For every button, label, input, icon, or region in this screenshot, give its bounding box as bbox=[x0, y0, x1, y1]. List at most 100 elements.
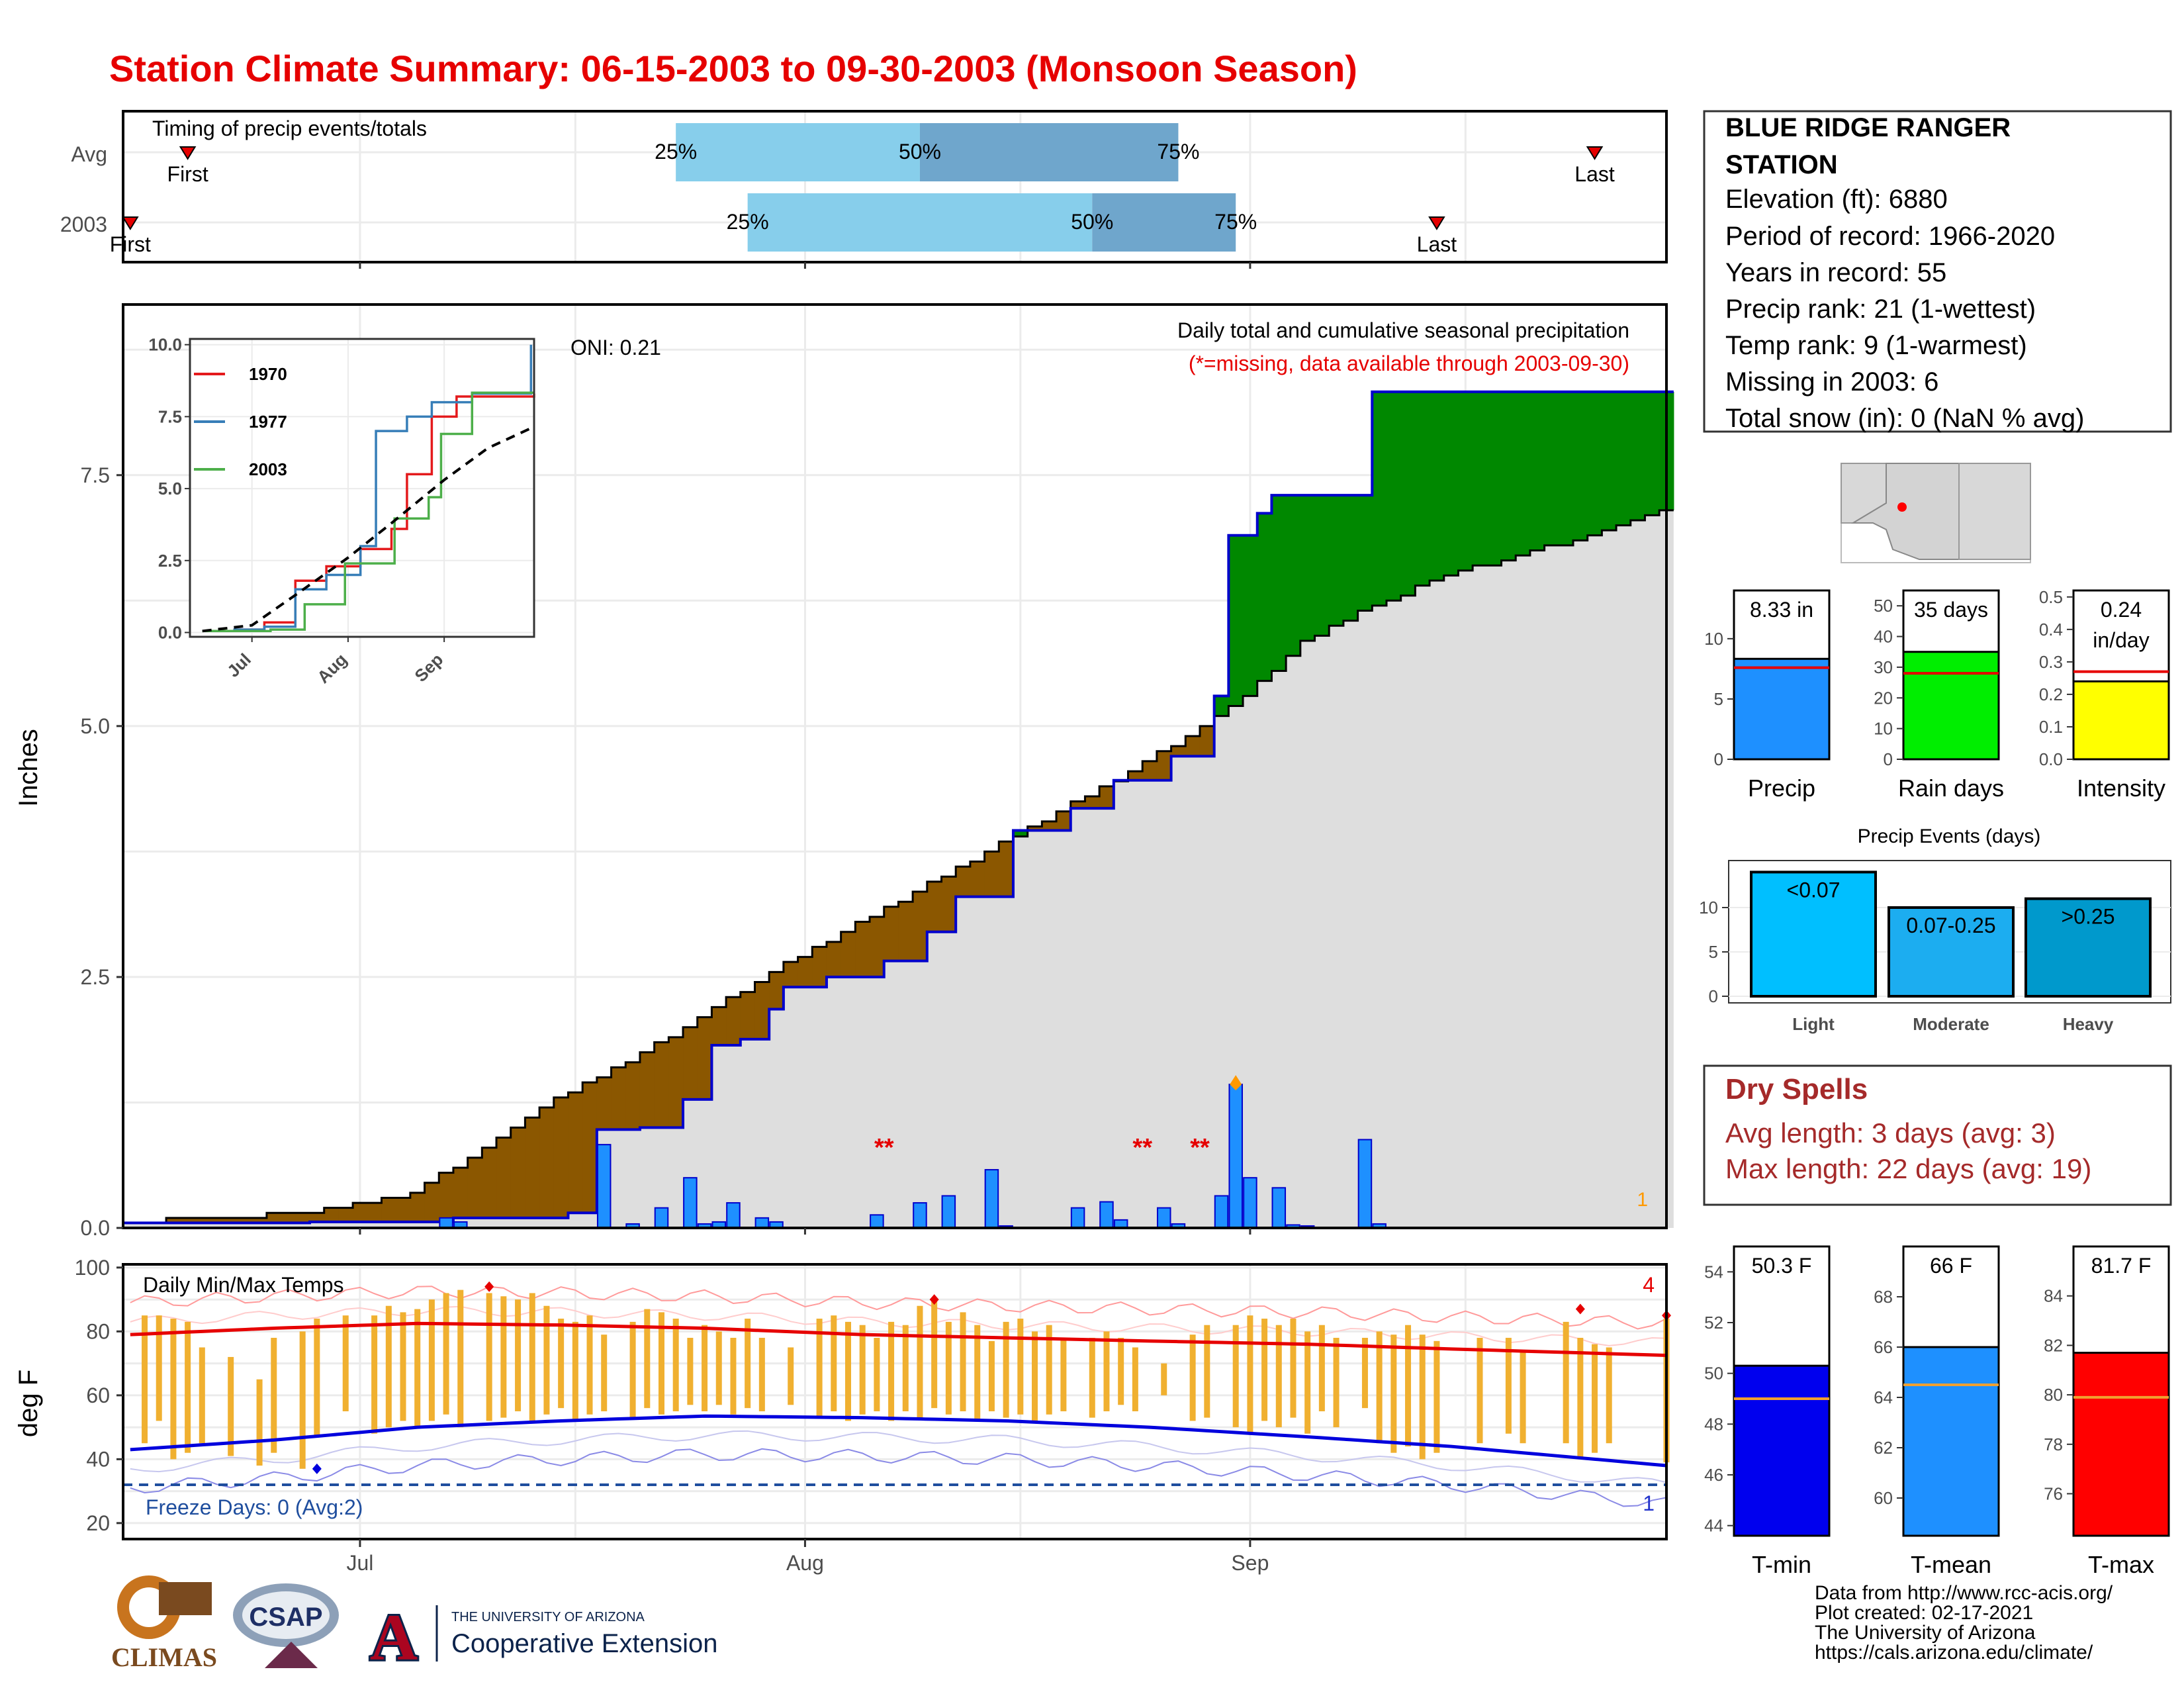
daily-temp-range-bar bbox=[1161, 1363, 1167, 1395]
deficit-area-segment bbox=[769, 972, 784, 1009]
deficit-area-segment bbox=[884, 906, 899, 961]
daily-temp-range-bar bbox=[1433, 1340, 1440, 1453]
climas-logo: CLIMAS bbox=[111, 1575, 217, 1672]
normal-precip-area bbox=[123, 510, 1674, 1228]
daily-precip-bar bbox=[984, 1169, 999, 1229]
station-location-dot bbox=[1897, 502, 1907, 512]
daily-temp-range-bar bbox=[558, 1319, 565, 1409]
timing-label-25: 25% bbox=[655, 140, 697, 164]
daily-temp-range-bar bbox=[1189, 1335, 1196, 1421]
deficit-area-segment bbox=[396, 1197, 411, 1222]
daily-temp-range-bar bbox=[414, 1309, 421, 1428]
daily-temp-range-bar bbox=[601, 1335, 608, 1411]
gauge-tick-label: 40 bbox=[1874, 627, 1893, 647]
precip-gauges: 0 5 10 8.33 in Precip 0 10 20 30 40 50 35 days Rain … bbox=[1704, 587, 2170, 802]
deficit-area-segment bbox=[1142, 761, 1158, 780]
deficit-area-segment bbox=[238, 1217, 253, 1223]
gauge-tick-label: 20 bbox=[1874, 688, 1893, 708]
events-tick-label: 5 bbox=[1709, 942, 1718, 962]
normal-min-temp-line bbox=[130, 1414, 1667, 1468]
daily-temp-range-bar bbox=[1333, 1337, 1340, 1428]
record-high-marker-icon bbox=[484, 1281, 494, 1292]
daily-temp-range-bar bbox=[758, 1337, 765, 1411]
surplus-area-segment bbox=[1630, 391, 1646, 521]
daily-temp-range-bar bbox=[1390, 1335, 1397, 1453]
daily-temp-range-bar bbox=[1132, 1347, 1138, 1411]
cumulative-2003-line bbox=[123, 390, 1674, 1225]
precip-y-tick-label: 7.5 bbox=[81, 463, 110, 487]
daily-temp-range-bar bbox=[400, 1312, 406, 1421]
gauge-value-label: 50.3 F bbox=[1752, 1254, 1812, 1278]
x-axis-tick-label: Aug bbox=[786, 1551, 824, 1575]
surplus-area-segment bbox=[1257, 513, 1273, 681]
gauge-tick-label: 0.0 bbox=[2039, 749, 2063, 769]
daily-temp-range-bar bbox=[1477, 1337, 1483, 1444]
surplus-area-segment bbox=[1329, 495, 1344, 626]
gauge-name-label: Rain days bbox=[1898, 774, 2004, 802]
gauge-name-label: T-mean bbox=[1911, 1551, 1991, 1578]
deficit-area-segment bbox=[439, 1172, 454, 1222]
deficit-area-segment bbox=[999, 841, 1014, 897]
gauge-value-bar bbox=[1902, 1346, 2000, 1537]
gauge-value-label-unit: in/day bbox=[2093, 628, 2149, 652]
deficit-area-segment bbox=[252, 1217, 267, 1223]
events-bar-value-label: >0.25 bbox=[2062, 905, 2115, 929]
chart-title: Station Climate Summary: 06-15-2003 to 0… bbox=[109, 48, 1357, 89]
deficit-area-segment bbox=[195, 1217, 210, 1223]
deficit-area-segment bbox=[266, 1213, 282, 1223]
inset-y-tick-label: 5.0 bbox=[158, 479, 182, 498]
surplus-area-segment bbox=[1013, 830, 1028, 837]
deficit-area-segment bbox=[482, 1147, 497, 1218]
deficit-area-segment bbox=[166, 1217, 181, 1223]
precip-corner-count: 1 bbox=[1637, 1189, 1648, 1211]
csap-logo: CSAP bbox=[233, 1583, 339, 1668]
gauge-tick-label: 80 bbox=[2044, 1385, 2063, 1405]
daily-temp-range-bar bbox=[1361, 1337, 1368, 1409]
surplus-area-segment bbox=[1357, 495, 1373, 611]
ua-cooperative-extension-logo: A THE UNIVERSITY OF ARIZONA Cooperative … bbox=[364, 1599, 717, 1676]
low-percentile-line bbox=[130, 1430, 1667, 1483]
precip-y-tick-label: 5.0 bbox=[81, 714, 110, 738]
gauge-value-label: 0.24 bbox=[2101, 598, 2142, 622]
surplus-area-segment bbox=[1228, 535, 1244, 706]
missing-data-marker: ** bbox=[1190, 1134, 1210, 1162]
daily-temp-range-bar bbox=[1505, 1337, 1512, 1434]
timing-label-75: 75% bbox=[1214, 210, 1257, 234]
ua-logo-big-text: Cooperative Extension bbox=[451, 1629, 717, 1658]
daily-temp-range-bar bbox=[1232, 1325, 1239, 1428]
deficit-area-segment bbox=[1099, 786, 1115, 809]
temp-panel: 20 40 60 80 100 deg F Daily Min/Max Temps Fr… bbox=[14, 262, 1671, 1575]
daily-precip-bar bbox=[941, 1195, 956, 1229]
daily-temp-range-bar bbox=[457, 1289, 464, 1428]
precip-panel-frame bbox=[122, 303, 1668, 1229]
gauge-value-bar bbox=[2072, 1352, 2170, 1537]
temp-y-tick-label: 60 bbox=[86, 1383, 110, 1407]
daily-temp-range-bar bbox=[629, 1321, 636, 1418]
daily-temp-range-bar bbox=[1592, 1344, 1598, 1453]
daily-temp-range-bar bbox=[1304, 1331, 1311, 1434]
surplus-area-segment bbox=[1529, 391, 1545, 551]
events-tick-label: 10 bbox=[1699, 898, 1718, 917]
record-low-line bbox=[130, 1448, 1667, 1507]
daily-temp-range-bar bbox=[816, 1319, 823, 1418]
daily-precip-bar bbox=[654, 1207, 669, 1229]
gauge-tick-label: 30 bbox=[1874, 657, 1893, 677]
timing-last-label: Last bbox=[1574, 162, 1615, 186]
gauge-name-label: T-min bbox=[1752, 1551, 1811, 1578]
deficit-area-segment bbox=[1199, 726, 1215, 757]
deficit-area-segment bbox=[984, 851, 999, 897]
deficit-area-segment bbox=[697, 1017, 713, 1100]
deficit-area-segment bbox=[1128, 771, 1143, 780]
deficit-area-segment bbox=[367, 1203, 383, 1222]
events-title: Precip Events (days) bbox=[1858, 825, 2041, 847]
deficit-area-segment bbox=[209, 1217, 224, 1223]
daily-temp-range-bar bbox=[1290, 1319, 1297, 1418]
surplus-area-segment bbox=[1286, 495, 1301, 656]
deficit-area-segment bbox=[783, 962, 799, 988]
gauge-tick-label: 68 bbox=[1874, 1287, 1893, 1307]
events-tick-label: 0 bbox=[1709, 986, 1718, 1006]
daily-precip-bar bbox=[683, 1177, 698, 1229]
daily-temp-range-bar bbox=[715, 1331, 722, 1405]
daily-temp-range-bar bbox=[844, 1321, 851, 1421]
surplus-area-segment bbox=[1645, 391, 1660, 516]
